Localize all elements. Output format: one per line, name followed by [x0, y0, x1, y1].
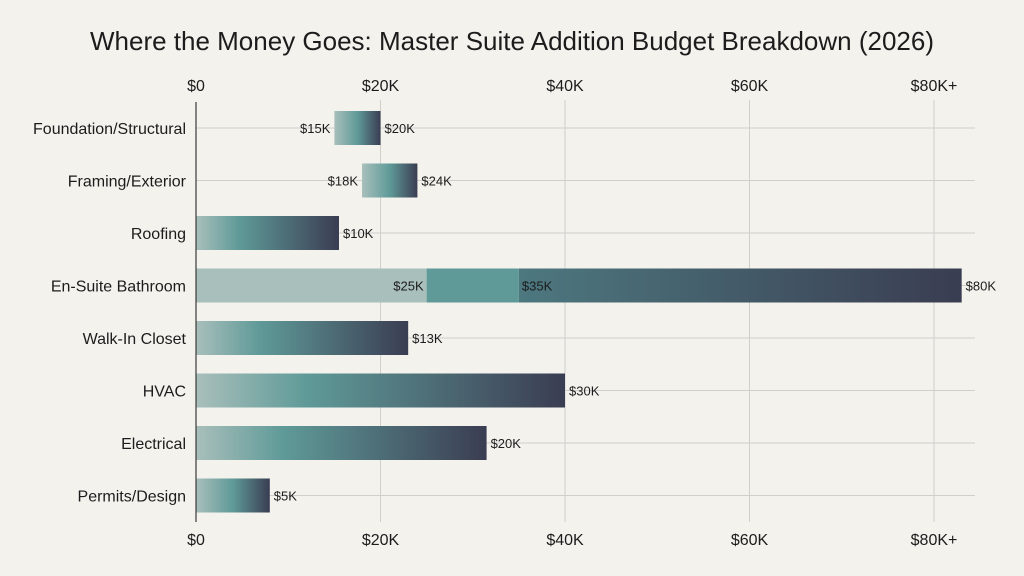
data-label: $5K [274, 489, 297, 504]
bar [334, 111, 381, 145]
data-label: $20K [385, 121, 416, 136]
data-label: $13K [412, 331, 443, 346]
category-label: HVAC [143, 384, 186, 401]
bar [196, 321, 409, 355]
bar [196, 373, 565, 408]
bar [196, 216, 339, 250]
bar [196, 426, 487, 460]
data-labels: $15K $20K $18K $24K $10K $25K $35K $80K $13K $30K… [274, 121, 997, 504]
category-label: Walk-In Closet [83, 331, 187, 348]
x-tick-label-top: $40K [546, 78, 584, 95]
top-tick-labels: $0 $20K $40K $60K $80K+ [187, 78, 957, 95]
category-label: Electrical [121, 436, 186, 453]
bottom-tick-labels: $0 $20K $40K $60K $80K+ [187, 532, 957, 549]
x-tick-label-bottom: $80K+ [911, 532, 958, 549]
x-tick-label-bottom: $0 [187, 532, 205, 549]
data-label: $25K [393, 279, 424, 294]
bar-segment-mid [426, 268, 519, 303]
bar [362, 163, 418, 198]
category-label: En-Suite Bathroom [51, 279, 186, 296]
category-label: Foundation/Structural [33, 121, 186, 138]
data-label: $15K [300, 121, 331, 136]
data-label: $10K [343, 226, 374, 241]
category-label: Roofing [131, 226, 186, 243]
data-label: $24K [421, 174, 452, 189]
data-label: $18K [328, 174, 359, 189]
x-tick-label-bottom: $60K [731, 532, 769, 549]
bar [196, 478, 270, 513]
bars [196, 111, 962, 513]
bar-segment-low [196, 268, 427, 303]
bar-segment-high [518, 268, 962, 303]
data-label: $30K [569, 384, 600, 399]
x-tick-label-top: $60K [731, 78, 769, 95]
data-label: $80K [966, 279, 997, 294]
x-tick-label-top: $80K+ [911, 78, 958, 95]
data-label: $20K [491, 436, 522, 451]
x-tick-label-bottom: $20K [362, 532, 400, 549]
category-labels: Foundation/Structural Framing/Exterior Roo… [33, 121, 187, 506]
x-tick-label-top: $20K [362, 78, 400, 95]
x-tick-label-bottom: $40K [546, 532, 584, 549]
chart-title: Where the Money Goes: Master Suite Addit… [90, 26, 934, 56]
category-label: Framing/Exterior [68, 174, 187, 191]
x-tick-label-top: $0 [187, 78, 205, 95]
data-label: $35K [522, 279, 553, 294]
category-label: Permits/Design [78, 489, 186, 506]
